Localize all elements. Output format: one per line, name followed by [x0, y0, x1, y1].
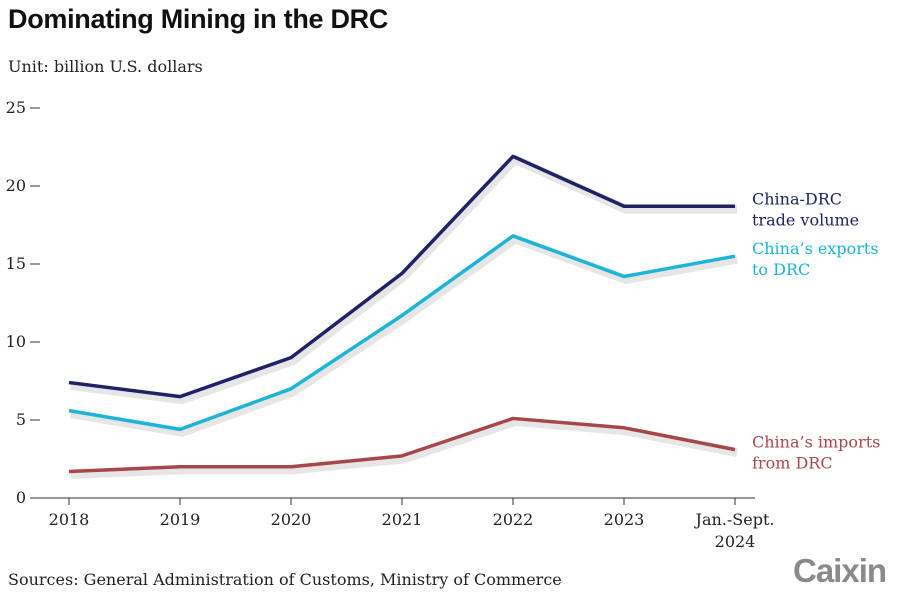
y-tick-label: 0	[16, 488, 26, 507]
x-tick-label: 2018	[49, 510, 90, 529]
x-tick-label: 2020	[271, 510, 312, 529]
y-tick-label: 20	[6, 176, 26, 195]
chart-title: Dominating Mining in the DRC	[8, 4, 389, 34]
series-shadow	[70, 416, 738, 479]
source-note: Sources: General Administration of Custo…	[8, 570, 562, 589]
series-shadow	[70, 154, 737, 405]
caixin-logo: Caixin	[793, 552, 887, 589]
x-tick-label: 2019	[160, 510, 201, 529]
series-label: China-DRC	[752, 189, 842, 208]
x-tick-label: 2024	[715, 532, 756, 551]
x-tick-label: 2023	[604, 510, 645, 529]
series-label: China’s imports	[752, 433, 880, 452]
y-tick-label: 25	[6, 98, 26, 117]
x-tick-label: 2022	[493, 510, 534, 529]
y-tick-label: 10	[6, 332, 26, 351]
unit-label: Unit: billion U.S. dollars	[8, 57, 203, 76]
series-shadow	[70, 234, 738, 437]
series-label: China’s exports	[752, 239, 879, 258]
y-tick-label: 15	[6, 254, 26, 273]
x-tick-label: Jan.-Sept.	[694, 510, 775, 529]
series-label: from DRC	[752, 454, 833, 473]
series-label: trade volume	[752, 210, 859, 229]
y-tick-label: 5	[16, 410, 26, 429]
x-tick-label: 2021	[382, 510, 423, 529]
series-label: to DRC	[752, 260, 810, 279]
